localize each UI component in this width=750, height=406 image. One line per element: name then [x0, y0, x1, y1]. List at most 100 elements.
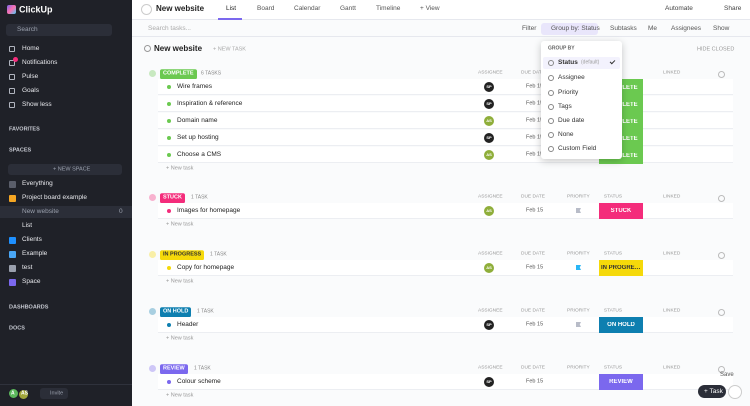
task-row[interactable]: [158, 317, 733, 333]
status-label: REVIEW: [609, 379, 633, 385]
space-item[interactable]: Project board example: [22, 193, 88, 201]
new-task[interactable]: + New task: [166, 221, 194, 228]
task-row[interactable]: [158, 79, 733, 95]
task-name[interactable]: Header: [177, 320, 199, 328]
dropdown-item[interactable]: Custom Field: [558, 144, 597, 152]
collapse-icon[interactable]: [149, 194, 156, 201]
section-title[interactable]: DASHBOARDS: [9, 304, 49, 311]
nav-item[interactable]: Goals: [22, 86, 39, 94]
task-row[interactable]: [158, 147, 733, 163]
space-item[interactable]: Example: [22, 249, 48, 257]
dropdown-item[interactable]: Status: [558, 58, 578, 66]
space-item[interactable]: Clients: [22, 235, 42, 243]
task-search[interactable]: Search tasks...: [148, 24, 191, 32]
tab[interactable]: + View: [420, 4, 440, 12]
nav-item[interactable]: Show less: [22, 100, 52, 108]
collapse-icon[interactable]: [149, 308, 156, 315]
task-count: 6 TASKS: [201, 70, 222, 77]
column-header: LINKED: [663, 194, 681, 200]
new-task[interactable]: + New task: [166, 278, 194, 285]
assignee-avatar: [484, 99, 494, 109]
group-btn[interactable]: [541, 23, 598, 35]
task-row[interactable]: [158, 113, 733, 129]
task-name[interactable]: Domain name: [177, 116, 218, 124]
collapse-icon[interactable]: [149, 251, 156, 258]
dropdown-item[interactable]: Priority: [558, 88, 579, 96]
add-column[interactable]: [718, 366, 725, 373]
new-space-btn[interactable]: [8, 164, 122, 175]
column-header: DUE DATE: [521, 365, 545, 371]
dropdown-item[interactable]: None: [558, 130, 574, 138]
add-column[interactable]: [718, 195, 725, 202]
task-row[interactable]: [158, 130, 733, 146]
invite-btn[interactable]: [40, 388, 68, 399]
tab[interactable]: Calendar: [294, 4, 321, 12]
add-column[interactable]: [718, 71, 725, 78]
tab[interactable]: List: [226, 4, 237, 12]
top-action[interactable]: Share: [724, 4, 742, 12]
add-column[interactable]: [718, 309, 725, 316]
status-pill: ON HOLD: [160, 307, 192, 317]
dropdown-item[interactable]: Tags: [558, 102, 572, 110]
dropdown-item[interactable]: Due date: [558, 116, 585, 124]
section-title[interactable]: SPACES: [9, 147, 32, 154]
task-dot: [167, 209, 171, 213]
hide-closed[interactable]: HIDE CLOSED: [697, 46, 735, 53]
column-header: LINKED: [663, 70, 681, 76]
add-column[interactable]: [718, 252, 725, 259]
task-row[interactable]: [158, 203, 733, 219]
toolbar-btn[interactable]: Filter: [522, 24, 537, 32]
toolbar-btn[interactable]: Me: [648, 24, 658, 32]
save[interactable]: Save: [720, 372, 734, 378]
tab[interactable]: Board: [257, 4, 275, 12]
task-name[interactable]: Colour scheme: [177, 377, 221, 385]
search-box[interactable]: [6, 24, 112, 36]
nav-item[interactable]: Home: [22, 44, 40, 52]
section-title[interactable]: FAVORITES: [9, 126, 40, 133]
assignee: AS: [486, 208, 492, 213]
toolbar-btn[interactable]: Show: [713, 24, 730, 32]
status-cell[interactable]: ON HOLD: [599, 317, 643, 333]
top-action[interactable]: Automate: [665, 4, 693, 12]
status-cell[interactable]: REVIEW: [599, 374, 643, 390]
assignee-avatar: [484, 133, 494, 143]
dropdown-item[interactable]: Assignee: [558, 73, 585, 81]
space-icon: [9, 237, 16, 244]
task-btn[interactable]: [698, 385, 726, 398]
space-item[interactable]: Everything: [22, 179, 53, 187]
column-header: STATUS: [603, 365, 623, 371]
status-cell[interactable]: IN PROGRESS: [599, 260, 643, 276]
task-name[interactable]: Set up hosting: [177, 133, 219, 141]
task-name[interactable]: Choose a CMS: [177, 150, 222, 158]
task-name[interactable]: Inspiration & reference: [177, 99, 243, 107]
task-row[interactable]: [158, 260, 733, 276]
task-row[interactable]: [158, 96, 733, 112]
tab[interactable]: Gantt: [340, 4, 356, 12]
tab[interactable]: Timeline: [376, 4, 401, 12]
task-name[interactable]: Images for homepage: [177, 206, 241, 214]
space-item[interactable]: test: [22, 263, 33, 271]
new-task[interactable]: + New task: [166, 335, 194, 342]
section-title[interactable]: DOCS: [9, 325, 25, 332]
collapse-icon[interactable]: [149, 365, 156, 372]
new-task[interactable]: + New task: [166, 392, 194, 399]
task-row[interactable]: [158, 374, 733, 390]
apps-btn[interactable]: [728, 385, 742, 399]
toolbar-btn[interactable]: Assignees: [671, 24, 701, 32]
space-item[interactable]: New website: [22, 207, 59, 215]
toolbar-btn[interactable]: Subtasks: [610, 24, 637, 32]
task-name[interactable]: Copy for homepage: [177, 263, 235, 271]
new-task[interactable]: + New task: [166, 165, 194, 172]
list-new-task[interactable]: + NEW TASK: [213, 46, 246, 53]
space-item[interactable]: Space: [22, 277, 41, 285]
assignee: SP: [486, 101, 492, 106]
space-item[interactable]: List: [22, 221, 33, 229]
task-dot: [167, 380, 171, 384]
nav-item[interactable]: Notifications: [22, 58, 58, 66]
collapse-icon[interactable]: [149, 70, 156, 77]
status-cell[interactable]: STUCK: [599, 203, 643, 219]
item-active: [543, 57, 620, 69]
task-name[interactable]: Wire frames: [177, 82, 213, 90]
nav-item[interactable]: Pulse: [22, 72, 39, 80]
toolbar-btn[interactable]: Group by: Status: [551, 24, 600, 32]
